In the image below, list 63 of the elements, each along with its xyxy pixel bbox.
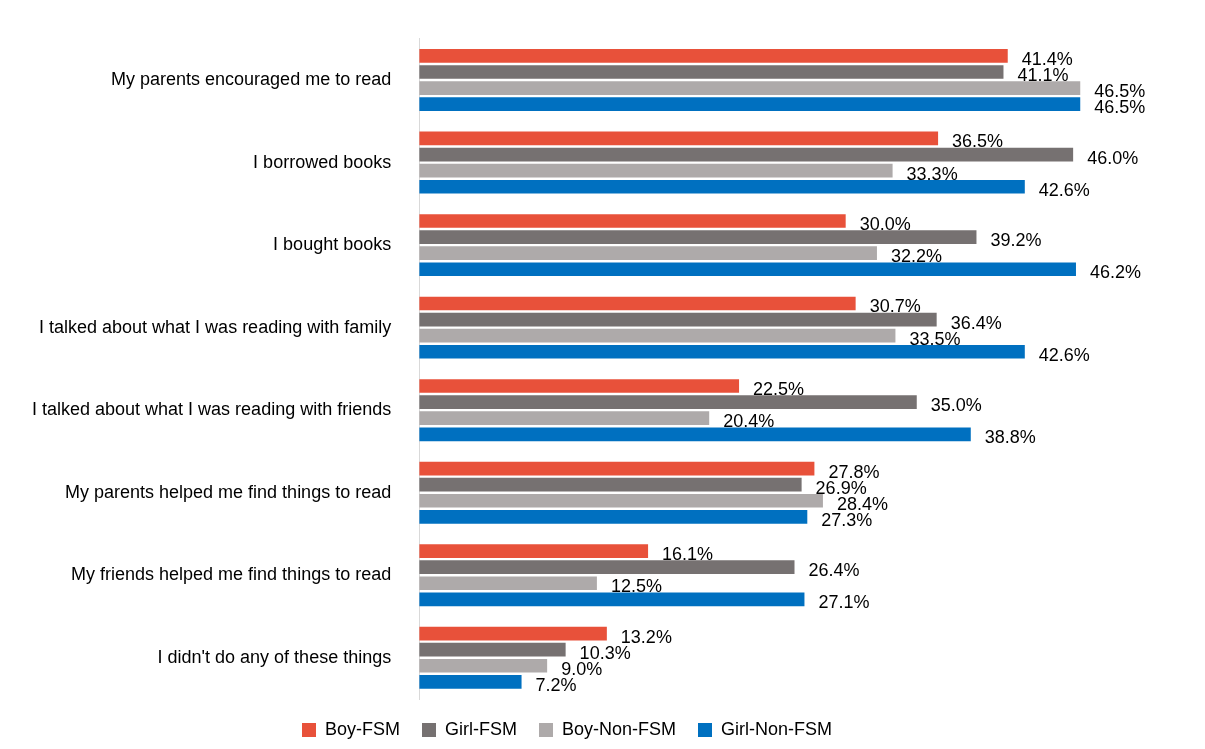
legend-label: Girl-FSM <box>445 718 517 739</box>
y-tick-label: I didn't do any of these things <box>157 646 392 667</box>
legend-label: Boy-FSM <box>325 718 401 739</box>
data-label: 46.2% <box>1089 262 1142 283</box>
bar <box>419 65 1004 79</box>
bar <box>419 411 710 426</box>
data-label: 42.6% <box>1038 344 1090 365</box>
data-label: 46.0% <box>1087 147 1139 168</box>
y-tick-label: My parents encouraged me to read <box>111 69 392 90</box>
bar <box>419 296 856 311</box>
bar <box>419 97 1081 112</box>
legend-label: Girl-Non-FSM <box>721 718 833 739</box>
data-label: 30.0% <box>859 213 911 234</box>
bar <box>419 379 740 393</box>
data-label: 26.4% <box>808 560 860 581</box>
bar <box>419 49 1008 63</box>
bar <box>419 658 548 673</box>
bar <box>419 592 805 607</box>
bar <box>419 81 1081 95</box>
bar <box>419 642 566 657</box>
bar <box>419 544 649 558</box>
data-label: 35.0% <box>930 395 982 416</box>
bar <box>419 179 1025 194</box>
data-label: 30.7% <box>869 296 921 317</box>
data-label: 39.2% <box>990 230 1042 251</box>
bar <box>419 560 795 575</box>
bar <box>419 312 937 327</box>
y-tick-label: I borrowed books <box>253 151 392 172</box>
bar <box>419 576 597 591</box>
data-label: 16.1% <box>662 544 714 565</box>
data-label: 33.3% <box>906 163 958 184</box>
bar <box>419 493 823 508</box>
data-label: 22.5% <box>753 378 805 399</box>
bar <box>419 675 522 689</box>
bar <box>419 427 971 442</box>
y-tick-label: My friends helped me find things to read <box>71 564 392 585</box>
data-label: 12.5% <box>610 576 662 597</box>
y-tick-label: I talked about what I was reading with friends <box>32 399 392 420</box>
data-label: 27.1% <box>818 592 870 613</box>
bar <box>419 328 896 343</box>
bar <box>419 477 802 492</box>
data-label: 32.2% <box>890 246 942 267</box>
data-label: 42.6% <box>1038 179 1090 200</box>
data-label: 20.4% <box>723 411 775 432</box>
bar <box>419 262 1076 277</box>
bar <box>419 461 815 476</box>
y-tick-label: My parents helped me find things to read <box>65 481 392 502</box>
y-tick-label: I talked about what I was reading with family <box>39 316 392 337</box>
legend-label: Boy-Non-FSM <box>561 718 677 739</box>
bar <box>419 230 977 244</box>
bar <box>419 344 1025 359</box>
bar <box>419 214 846 228</box>
bar <box>419 626 607 641</box>
data-label: 36.5% <box>952 131 1004 152</box>
bar <box>419 147 1074 162</box>
bar <box>419 246 877 260</box>
bar <box>419 395 917 409</box>
y-tick-label: I bought books <box>273 234 392 255</box>
bar <box>419 509 808 524</box>
bar <box>419 163 893 178</box>
data-label: 46.5% <box>1094 97 1146 118</box>
data-label: 38.8% <box>984 427 1036 448</box>
bar <box>419 131 939 146</box>
